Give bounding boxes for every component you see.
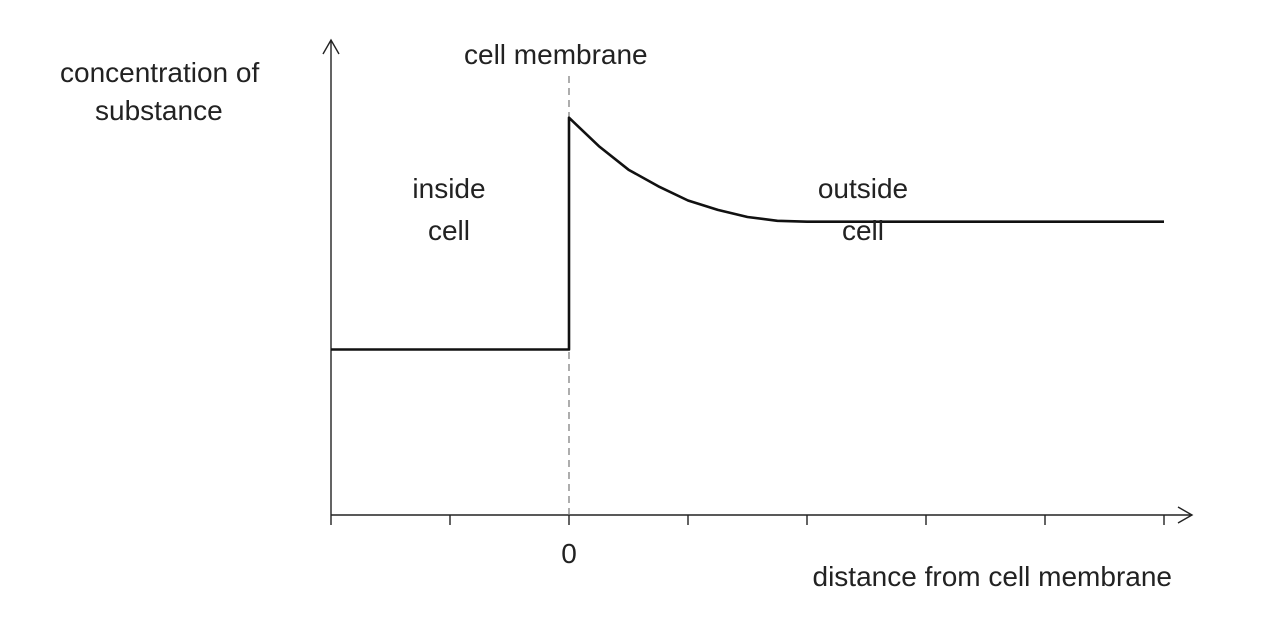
y-axis-label-line-2: substance	[95, 95, 223, 126]
x-tick-label: 0	[561, 538, 577, 569]
inside-cell-label-line-2: cell	[428, 215, 470, 246]
x-axis-arrow-icon	[1177, 506, 1194, 524]
y-axis-arrow-icon	[322, 38, 340, 55]
x-tick-labels: 0	[561, 538, 577, 569]
outside-cell-label-line-2: cell	[842, 215, 884, 246]
x-axis-label: distance from cell membrane	[813, 561, 1172, 592]
inside-cell-label-line-1: inside	[412, 173, 485, 204]
cell-membrane-label: cell membrane	[464, 39, 648, 70]
y-axis-label-line-1: concentration of	[60, 57, 259, 88]
concentration-line	[331, 116, 1164, 351]
x-axis-ticks	[330, 515, 1165, 525]
outside-cell-label-line-1: outside	[818, 173, 908, 204]
